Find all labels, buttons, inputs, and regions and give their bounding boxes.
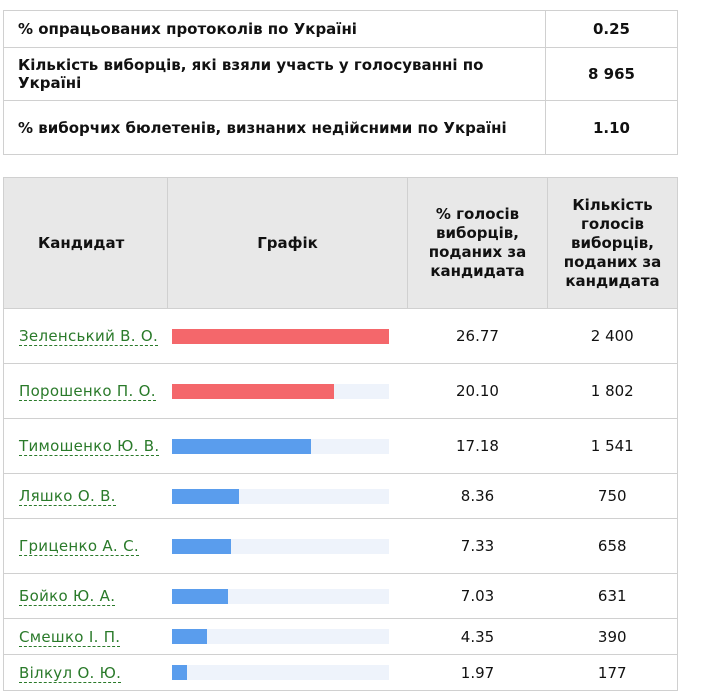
summary-value-voters-count: 8 965: [545, 47, 678, 101]
bar-fill: [171, 438, 311, 454]
summary-label-invalid-ballots: % виборчих бюлетенів, визнаних недійсним…: [3, 100, 546, 155]
candidate-cell: Зеленський В. О.: [3, 308, 168, 364]
votes-cell: 2 400: [547, 308, 678, 364]
summary-row: % опрацьованих протоколів по Україні 0.2…: [3, 10, 678, 48]
candidate-link-zelenskyi[interactable]: Зеленський В. О.: [19, 327, 159, 346]
bar-track: [171, 328, 389, 344]
summary-table: % опрацьованих протоколів по Україні 0.2…: [3, 10, 678, 155]
summary-value-invalid-ballots: 1.10: [545, 100, 678, 155]
chart-cell: [167, 518, 408, 574]
header-candidate: Кандидат: [3, 177, 168, 309]
bar-fill: [171, 328, 389, 344]
candidate-cell: Смешко І. П.: [3, 618, 168, 655]
chart-cell: [167, 308, 408, 364]
percent-cell: 17.18: [407, 418, 548, 474]
chart-cell: [167, 418, 408, 474]
candidate-cell: Порошенко П. О.: [3, 363, 168, 419]
bar-fill: [171, 538, 231, 554]
percent-cell: 7.03: [407, 573, 548, 619]
candidate-link-boiko[interactable]: Бойко Ю. А.: [19, 587, 116, 606]
chart-cell: [167, 618, 408, 655]
bar-track: [171, 588, 389, 604]
results-header-row: Кандидат Графік % голосів виборців, пода…: [3, 177, 678, 309]
summary-value-processed-protocols: 0.25: [545, 10, 678, 48]
summary-label-voters-count: Кількість виборців, які взяли участь у г…: [3, 47, 546, 101]
percent-cell: 20.10: [407, 363, 548, 419]
bar-fill: [171, 488, 240, 504]
summary-label-processed-protocols: % опрацьованих протоколів по Україні: [3, 10, 546, 48]
bar-fill: [171, 383, 335, 399]
candidate-cell: Тимошенко Ю. В.: [3, 418, 168, 474]
table-row: Гриценко А. С. 7.33 658: [3, 518, 678, 574]
bar-fill: [171, 588, 229, 604]
percent-cell: 7.33: [407, 518, 548, 574]
candidate-link-hrytsenko[interactable]: Гриценко А. С.: [19, 537, 139, 556]
chart-cell: [167, 473, 408, 519]
votes-cell: 1 802: [547, 363, 678, 419]
table-row: Бойко Ю. А. 7.03 631: [3, 573, 678, 619]
results-table: Кандидат Графік % голосів виборців, пода…: [3, 177, 678, 691]
bar-track: [171, 538, 389, 554]
table-row: Смешко І. П. 4.35 390: [3, 618, 678, 655]
chart-cell: [167, 573, 408, 619]
table-row: Тимошенко Ю. В. 17.18 1 541: [3, 418, 678, 474]
header-percent: % голосів виборців, поданих за кандидата: [407, 177, 548, 309]
table-row: Зеленський В. О. 26.77 2 400: [3, 308, 678, 364]
table-row: Ляшко О. В. 8.36 750: [3, 473, 678, 519]
candidate-link-liashko[interactable]: Ляшко О. В.: [19, 487, 116, 506]
bar-fill: [171, 629, 207, 644]
chart-cell: [167, 363, 408, 419]
summary-row: % виборчих бюлетенів, визнаних недійсним…: [3, 100, 678, 155]
votes-cell: 658: [547, 518, 678, 574]
candidate-link-tymoshenko[interactable]: Тимошенко Ю. В.: [19, 437, 160, 456]
percent-cell: 8.36: [407, 473, 548, 519]
votes-cell: 750: [547, 473, 678, 519]
votes-cell: 1 541: [547, 418, 678, 474]
candidate-link-poroshenko[interactable]: Порошенко П. О.: [19, 382, 156, 401]
bar-track: [171, 629, 389, 644]
bar-track: [171, 438, 389, 454]
bar-track: [171, 383, 389, 399]
candidate-link-smeshko[interactable]: Смешко І. П.: [19, 627, 121, 647]
percent-cell: 4.35: [407, 618, 548, 655]
candidate-link-vilkul[interactable]: Вілкул О. Ю.: [19, 663, 122, 683]
header-chart: Графік: [167, 177, 408, 309]
candidate-cell: Гриценко А. С.: [3, 518, 168, 574]
table-row: Порошенко П. О. 20.10 1 802: [3, 363, 678, 419]
summary-row: Кількість виборців, які взяли участь у г…: [3, 47, 678, 101]
candidate-cell: Бойко Ю. А.: [3, 573, 168, 619]
votes-cell: 390: [547, 618, 678, 655]
candidate-cell: Ляшко О. В.: [3, 473, 168, 519]
percent-cell: 26.77: [407, 308, 548, 364]
bar-track: [171, 488, 389, 504]
votes-cell: 631: [547, 573, 678, 619]
header-votes: Кількість голосів виборців, поданих за к…: [547, 177, 678, 309]
